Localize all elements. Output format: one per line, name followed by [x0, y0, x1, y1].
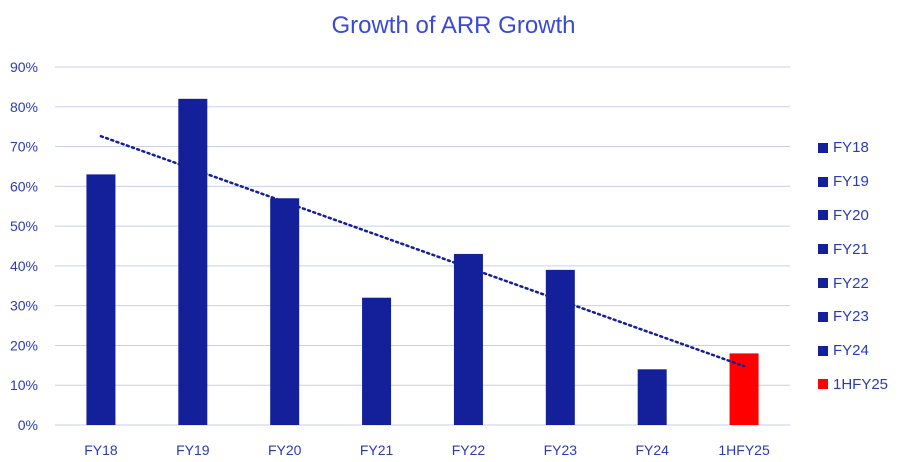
y-tick-label: 0%	[18, 417, 38, 433]
legend-item: FY22	[818, 266, 888, 300]
legend-label: FY23	[833, 308, 869, 326]
chart-legend: FY18 FY19 FY20 FY21 FY22 FY23 FY24 1HFY25	[818, 131, 888, 401]
x-tick-label: FY24	[635, 442, 669, 458]
legend-swatch	[818, 345, 828, 356]
legend-swatch	[818, 176, 828, 187]
bar-fy21	[362, 297, 392, 425]
legend-label: 1HFY25	[833, 375, 889, 393]
x-tick-label: FY19	[176, 442, 210, 458]
legend-label: FY20	[833, 206, 869, 224]
legend-item: FY19	[818, 165, 888, 199]
legend-item: FY18	[818, 131, 888, 165]
y-tick-label: 40%	[10, 258, 38, 274]
bar-fy19	[178, 98, 208, 426]
trendline	[99, 134, 746, 368]
legend-label: FY22	[833, 274, 869, 292]
chart-title: Growth of ARR Growth	[331, 12, 576, 39]
legend-swatch	[818, 278, 828, 289]
legend-label: FY19	[833, 173, 869, 191]
x-tick-label: FY20	[268, 442, 302, 458]
legend-item: FY21	[818, 232, 888, 266]
legend-swatch	[818, 142, 828, 153]
legend-item: FY23	[818, 300, 888, 334]
y-tick-label: 70%	[10, 139, 38, 155]
y-tick-label: 80%	[10, 99, 38, 115]
y-tick-label: 30%	[10, 298, 38, 314]
legend-swatch	[818, 379, 828, 390]
bar-1hfy25	[729, 353, 759, 425]
legend-label: FY18	[833, 139, 869, 157]
x-tick-label: FY22	[452, 442, 486, 458]
legend-item: 1HFY25	[818, 368, 888, 402]
legend-swatch	[818, 311, 828, 322]
legend-item: FY20	[818, 199, 888, 233]
legend-swatch	[818, 244, 828, 255]
bar-fy23	[545, 269, 575, 425]
x-tick-label: 1HFY25	[718, 442, 770, 458]
bar-fy18	[86, 174, 116, 425]
bar-fy24	[637, 369, 667, 425]
y-tick-label: 10%	[10, 377, 38, 393]
x-tick-label: FY18	[84, 442, 118, 458]
y-tick-label: 60%	[10, 178, 38, 194]
x-tick-label: FY23	[544, 442, 578, 458]
bar-fy22	[453, 253, 483, 425]
legend-swatch	[818, 210, 828, 221]
y-tick-label: 90%	[10, 59, 38, 75]
x-tick-label: FY21	[360, 442, 394, 458]
bar-fy20	[270, 198, 300, 425]
legend-item: FY24	[818, 334, 888, 368]
legend-label: FY21	[833, 240, 869, 258]
legend-label: FY24	[833, 342, 869, 360]
y-tick-label: 20%	[10, 337, 38, 353]
y-tick-label: 50%	[10, 218, 38, 234]
